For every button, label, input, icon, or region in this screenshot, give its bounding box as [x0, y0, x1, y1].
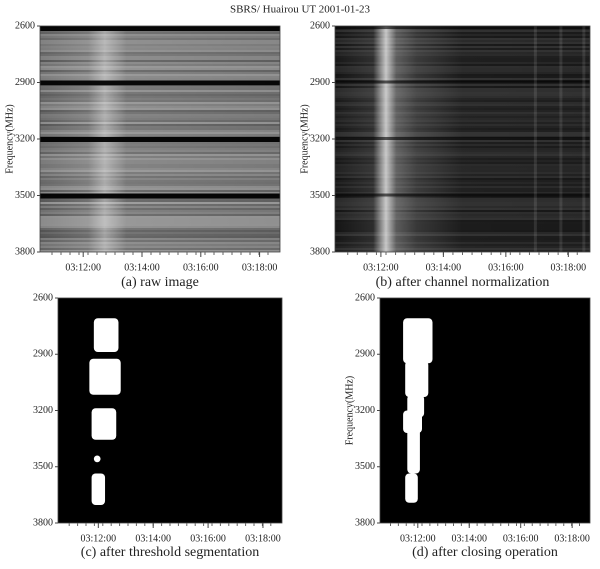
x-tick-label: 03:14:00 [135, 533, 171, 544]
panel-caption: (c) after threshold segmentation [81, 545, 259, 560]
image-band [335, 193, 590, 197]
y-tick-label: 2600 [33, 292, 53, 303]
x-tick-label: 03:18:00 [554, 533, 590, 544]
x-tick-label: 03:16:00 [488, 262, 524, 273]
panel: 2600 2900 3200 3500 3800 03:12:00 03:14:00 03:1… [344, 292, 591, 560]
y-tick-label: 2600 [310, 20, 330, 31]
panel-caption: (d) after closing operation [412, 545, 558, 560]
panel-caption: (a) raw image [121, 275, 199, 290]
y-axis-label: Frequency(MHz) [344, 376, 355, 445]
image-region [91, 408, 117, 440]
panel: 2600 2900 3200 3500 3800 03:12:00 03:14:00 03:1… [4, 20, 281, 290]
image-band [335, 26, 590, 29]
y-tick-label: 3200 [355, 405, 375, 416]
image-band [40, 137, 280, 142]
y-axis-label: Frequency(MHz) [4, 104, 15, 173]
x-tick-label: 03:12:00 [400, 533, 436, 544]
y-tick-label: 3200 [15, 133, 35, 144]
x-tick-label: 03:16:00 [503, 533, 539, 544]
x-tick-label: 03:12:00 [65, 262, 101, 273]
x-tick-label: 03:18:00 [245, 533, 281, 544]
x-tick-label: 03:12:00 [363, 262, 399, 273]
x-tick-label: 03:18:00 [551, 262, 587, 273]
y-tick-label: 2900 [33, 349, 53, 360]
image-band [40, 26, 280, 31]
image-streak [559, 26, 563, 252]
y-tick-label: 3500 [33, 461, 53, 472]
image-band [40, 193, 280, 199]
x-tick-label: 03:18:00 [242, 262, 278, 273]
image-region [89, 358, 121, 395]
y-tick-label: 3200 [33, 405, 53, 416]
image-region [403, 318, 433, 364]
x-tick-label: 03:14:00 [426, 262, 462, 273]
image-band [40, 80, 280, 86]
y-tick-label: 3800 [33, 517, 53, 528]
image-region [93, 318, 119, 352]
x-tick-label: 03:16:00 [190, 533, 226, 544]
y-tick-label: 3200 [310, 133, 330, 144]
image-region [405, 361, 429, 397]
panel: 2600 2900 3200 3500 3800 03:12:00 03:14:00 03:1… [33, 292, 283, 560]
image-region [407, 428, 420, 474]
x-tick-label: 03:12:00 [81, 533, 117, 544]
y-axis-label: Frequency(MHz) [299, 104, 310, 173]
x-tick-label: 03:14:00 [451, 533, 487, 544]
figure-title: SBRS/ Huairou UT 2001-01-23 [230, 4, 371, 16]
image-region [405, 473, 418, 503]
image-streak [533, 26, 537, 252]
image-streak [582, 26, 586, 252]
y-tick-label: 2900 [310, 77, 330, 88]
y-tick-label: 2900 [355, 349, 375, 360]
y-tick-label: 2900 [15, 77, 35, 88]
y-tick-label: 3800 [310, 246, 330, 257]
y-tick-label: 3800 [15, 246, 35, 257]
y-tick-label: 3500 [15, 190, 35, 201]
image-region [91, 473, 106, 505]
image-band [335, 137, 590, 140]
y-tick-label: 2600 [15, 20, 35, 31]
x-tick-label: 03:16:00 [183, 262, 219, 273]
image-band [335, 80, 590, 84]
image-region [93, 455, 101, 463]
y-tick-label: 2600 [355, 292, 375, 303]
x-tick-label: 03:14:00 [124, 262, 160, 273]
image-region [403, 410, 422, 433]
y-tick-label: 3500 [310, 190, 330, 201]
panel-caption: (b) after channel normalization [376, 275, 550, 290]
panel: 2600 2900 3200 3500 3800 03:12:00 03:14:00 03:1… [299, 20, 591, 290]
y-tick-label: 3500 [355, 461, 375, 472]
y-tick-label: 3800 [355, 517, 375, 528]
